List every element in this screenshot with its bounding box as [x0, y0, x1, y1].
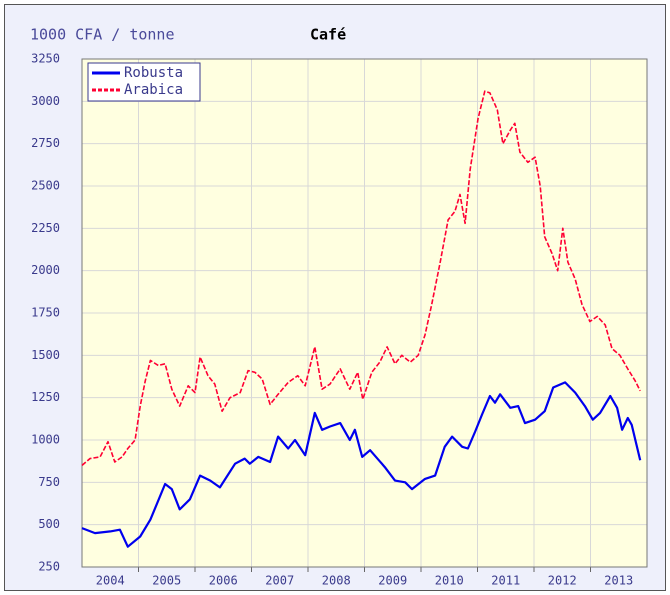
y-tick-label: 500 — [38, 517, 60, 531]
y-tick-label: 2750 — [31, 136, 60, 150]
y-tick-label: 1750 — [31, 306, 60, 320]
y-tick-label: 3000 — [31, 94, 60, 108]
y-tick-label: 2000 — [31, 263, 60, 277]
x-tick-label: 2008 — [322, 574, 351, 588]
legend-box — [87, 62, 201, 102]
series-line — [81, 381, 642, 548]
y-tick-label: 3250 — [31, 52, 60, 66]
x-tick-label: 2009 — [378, 574, 407, 588]
x-tick-label: 2010 — [435, 574, 464, 588]
y-tick-label: 2500 — [31, 179, 60, 193]
y-tick-label: 250 — [38, 560, 60, 574]
series-line — [81, 90, 641, 467]
plot-border — [81, 58, 648, 568]
x-tick-label: 2006 — [209, 574, 238, 588]
y-tick-label: 1000 — [31, 433, 60, 447]
legend-label: Robusta — [124, 65, 183, 81]
y-axis-label: 1000 CFA / tonne — [30, 26, 175, 44]
y-tick-label: 750 — [38, 475, 60, 489]
x-tick-label: 2005 — [152, 574, 181, 588]
y-tick-label: 2250 — [31, 221, 60, 235]
x-tick-label: 2007 — [265, 574, 294, 588]
chart-title: Café — [310, 26, 346, 44]
legend-label: Arabica — [124, 82, 183, 98]
y-tick-label: 1500 — [31, 348, 60, 362]
x-tick-label: 2011 — [491, 574, 520, 588]
x-tick-label: 2013 — [604, 574, 633, 588]
x-tick-label: 2012 — [548, 574, 577, 588]
y-tick-label: 1250 — [31, 390, 60, 404]
x-tick-label: 2004 — [96, 574, 125, 588]
